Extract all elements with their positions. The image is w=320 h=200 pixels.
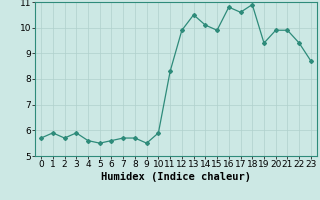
- X-axis label: Humidex (Indice chaleur): Humidex (Indice chaleur): [101, 172, 251, 182]
